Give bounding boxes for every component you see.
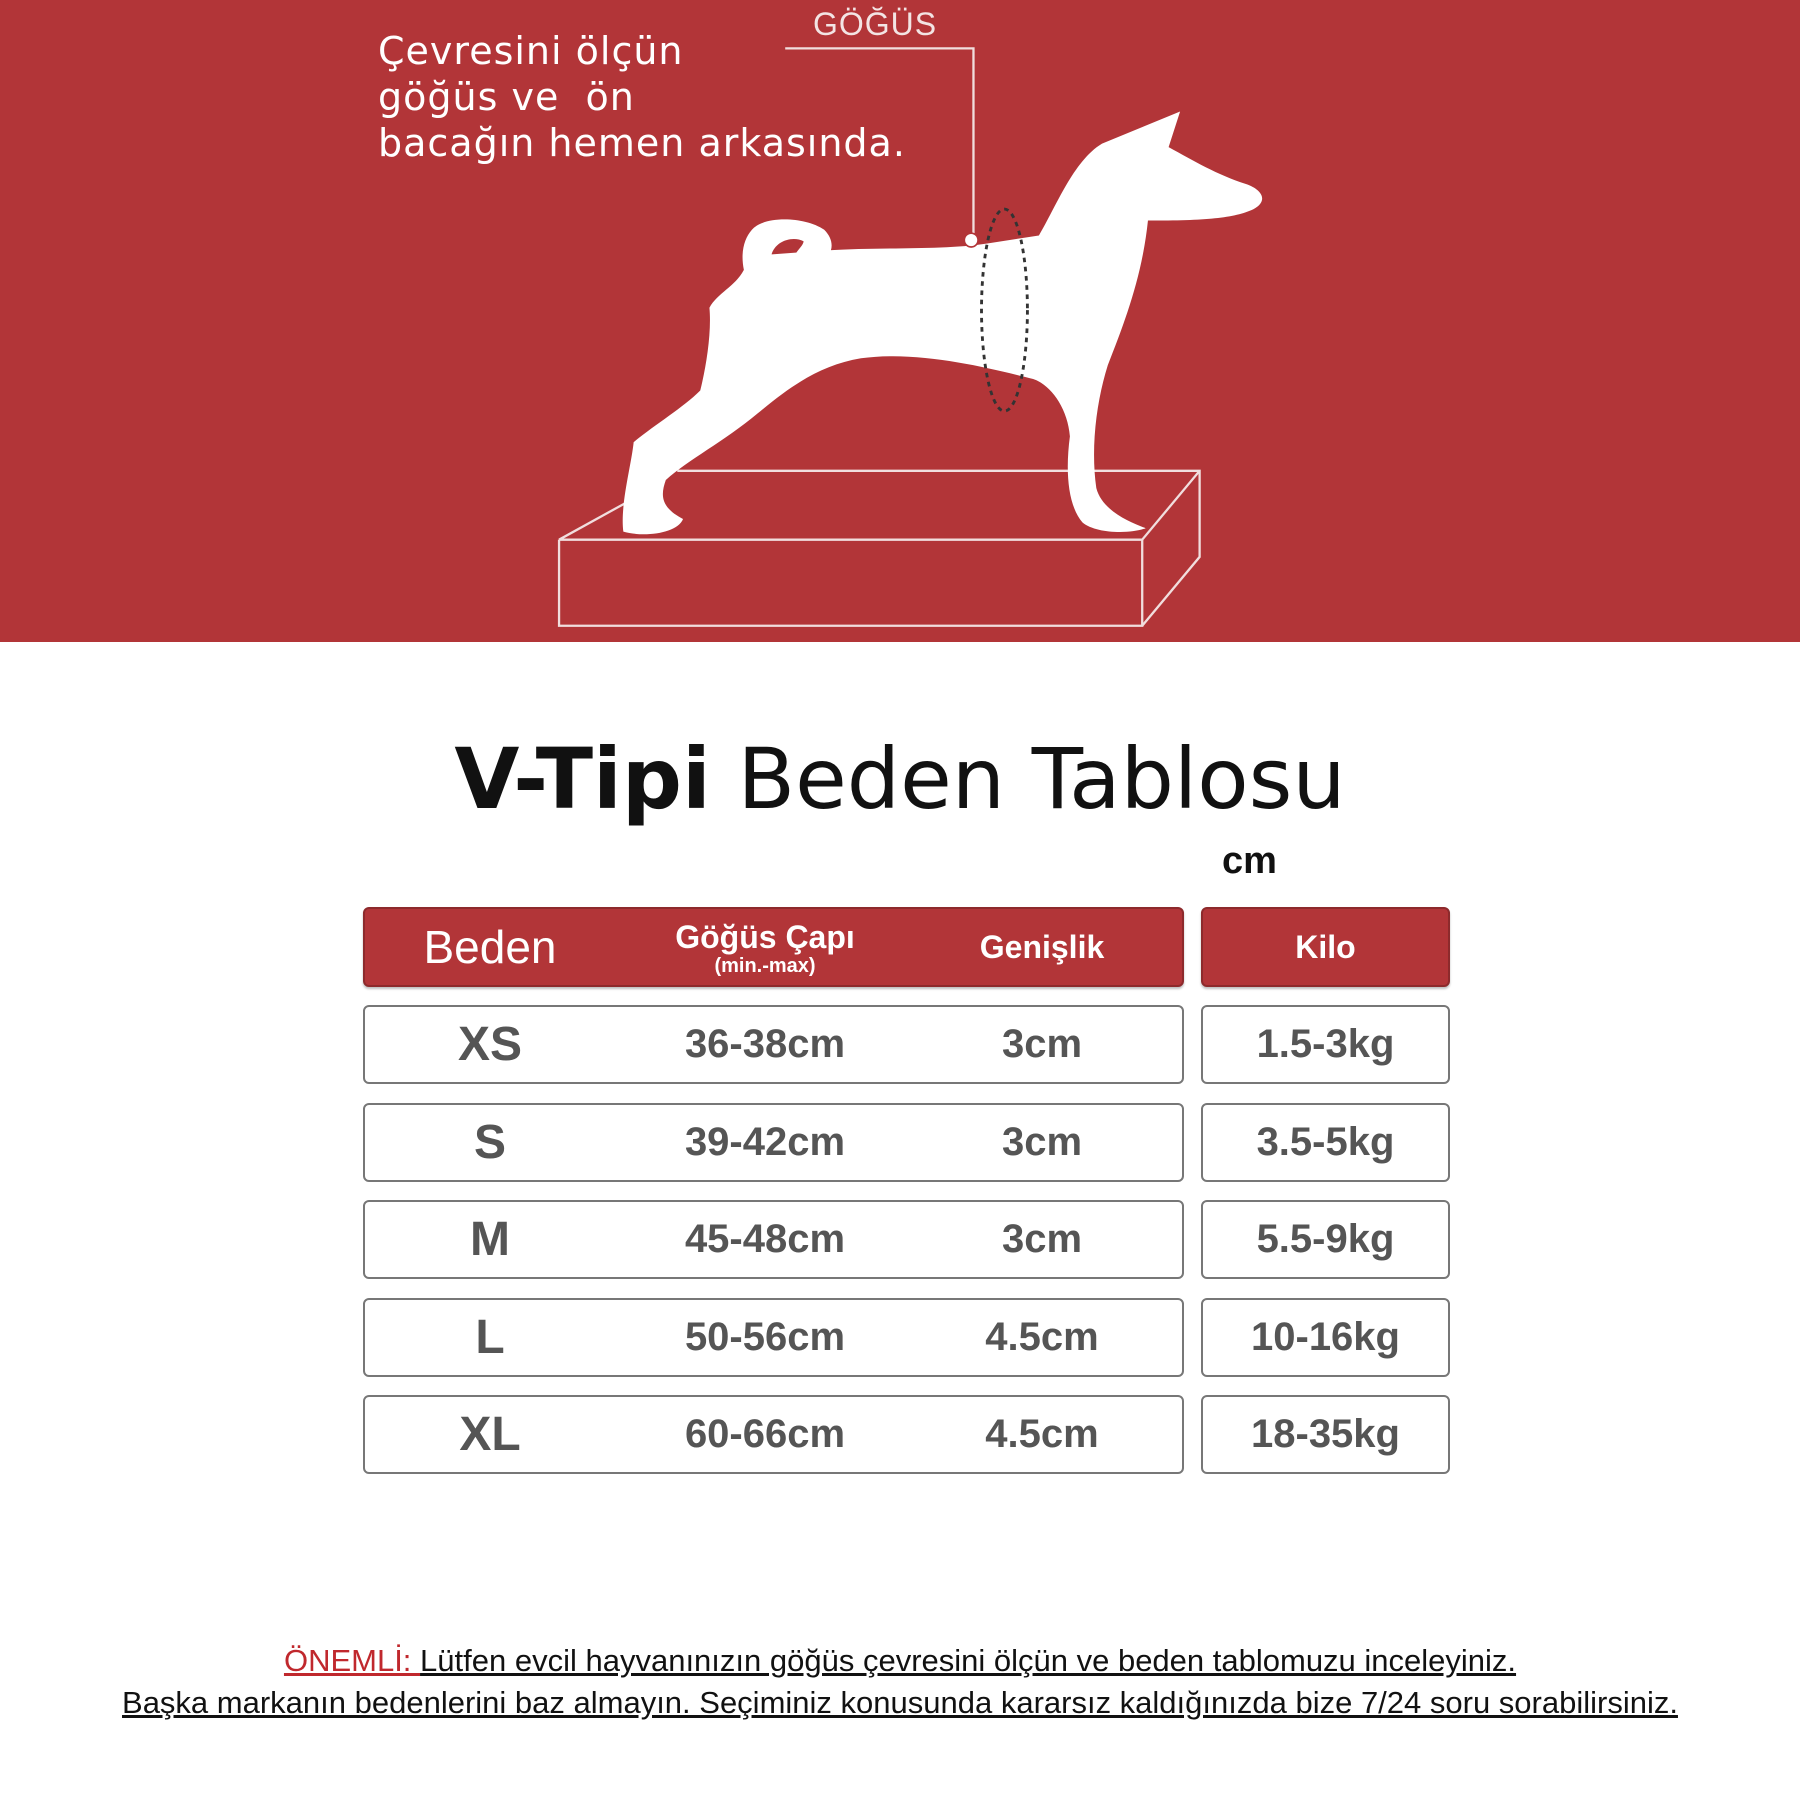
header-chest: Göğüs Çapı (min.-max): [640, 909, 890, 985]
note-line-1: Lütfen evcil hayvanınızın göğüs çevresin…: [420, 1643, 1517, 1678]
table-row-weight: 3.5-5kg: [1201, 1102, 1450, 1182]
table-row: M 45-48cm 3cm: [363, 1200, 1184, 1279]
table-row: XL 60-66cm 4.5cm: [363, 1395, 1184, 1474]
cell-size: L: [475, 1310, 505, 1364]
header-width: Genişlik: [979, 928, 1105, 965]
cell-size: XL: [459, 1408, 521, 1461]
cell-size: S: [473, 1115, 506, 1169]
unit-label: cm: [1222, 840, 1277, 882]
cell-chest: 45-48cm: [684, 1217, 846, 1261]
table-row-weight: 18-35kg: [1201, 1395, 1450, 1474]
cell-chest: 50-56cm: [684, 1314, 846, 1359]
table-row-weight: 1.5-3kg: [1201, 1005, 1450, 1084]
measure-instructions: Çevresini ölçün göğüs ve ön bacağın heme…: [378, 28, 906, 166]
cell-weight: 1.5-3kg: [1256, 1022, 1395, 1066]
title-regular: Beden Tablosu: [737, 730, 1346, 828]
cell-weight: 10-16kg: [1251, 1314, 1400, 1359]
table-header: Beden Göğüs Çapı (min.-max) Genişlik: [363, 907, 1184, 987]
cell-chest: 60-66cm: [684, 1412, 846, 1456]
header-size: Beden: [423, 921, 557, 973]
chest-label: GÖĞÜS: [812, 6, 938, 42]
cell-weight: 18-35kg: [1251, 1412, 1400, 1456]
cell-weight: 5.5-9kg: [1256, 1217, 1395, 1261]
page-title: V-Tipi Beden Tablosu: [0, 730, 1800, 828]
header-weight: Kilo: [1295, 928, 1356, 965]
instruction-line: Çevresini ölçün: [378, 29, 684, 73]
dog-silhouette: [622, 111, 1263, 535]
leader-line: [785, 47, 975, 234]
header-chest-label: Göğüs Çapı: [675, 918, 855, 955]
title-bold: V-Tipi: [454, 730, 711, 828]
table-row: L 50-56cm 4.5cm: [363, 1297, 1184, 1377]
header-weight-box: Kilo: [1201, 907, 1450, 987]
table-row-weight: 5.5-9kg: [1201, 1200, 1450, 1279]
chest-measure-loop: [980, 207, 1029, 413]
table-row: XS 36-38cm 3cm: [363, 1005, 1184, 1084]
header-chest-sub: (min.-max): [714, 954, 816, 977]
cell-size: M: [470, 1213, 510, 1266]
cell-width: 3cm: [1001, 1022, 1083, 1066]
instruction-line: göğüs ve ön: [378, 75, 635, 119]
table-row: S 39-42cm 3cm: [363, 1102, 1184, 1182]
cell-chest: 36-38cm: [684, 1022, 846, 1066]
important-note: ÖNEMLİ: Lütfen evcil hayvanınızın göğüs …: [0, 1640, 1800, 1724]
cell-size: XS: [457, 1018, 523, 1071]
instruction-line: bacağın hemen arkasında.: [378, 121, 906, 165]
cell-width: 4.5cm: [985, 1412, 1099, 1456]
note-line-2: Başka markanın bedenlerini baz almayın. …: [122, 1685, 1678, 1720]
cell-width: 3cm: [1001, 1119, 1083, 1164]
cell-chest: 39-42cm: [684, 1119, 846, 1164]
cell-width: 3cm: [1001, 1217, 1083, 1261]
important-label: ÖNEMLİ:: [283, 1643, 421, 1678]
cell-weight: 3.5-5kg: [1256, 1119, 1395, 1164]
table-row-weight: 10-16kg: [1201, 1297, 1450, 1377]
measurement-illustration: GÖĞÜS Çevresini ölçün göğüs ve ön bacağı…: [0, 0, 1800, 642]
platform-box: [557, 469, 1201, 627]
dog-illustration: [557, 47, 1263, 627]
cell-width: 4.5cm: [985, 1314, 1099, 1359]
